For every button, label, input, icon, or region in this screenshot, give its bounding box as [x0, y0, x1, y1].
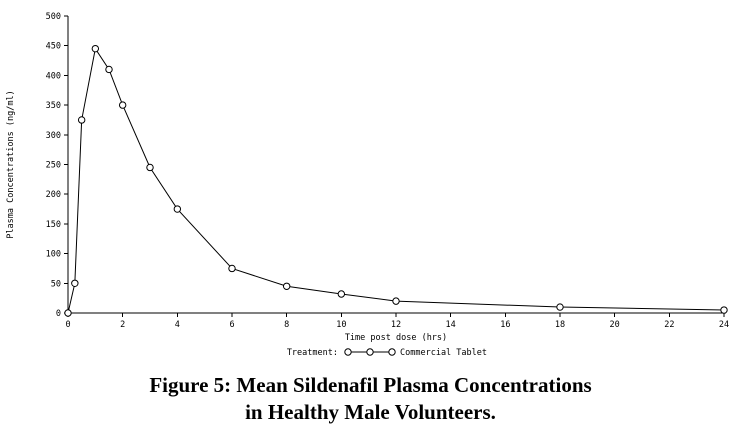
y-tick-label: 400	[46, 71, 61, 81]
x-tick-label: 20	[610, 320, 620, 330]
y-tick-label: 450	[46, 42, 61, 52]
x-tick-label: 22	[664, 320, 674, 330]
figure-caption: Figure 5: Mean Sildenafil Plasma Concent…	[0, 372, 741, 426]
y-tick-label: 350	[46, 101, 61, 111]
y-tick-label: 0	[56, 309, 61, 319]
y-tick-label: 500	[46, 12, 61, 22]
data-point-marker	[77, 116, 86, 124]
plasma-concentration-chart: 0 50 100 150 200 250 300 350 400 450 500 0 2 4 6 8 10 12 1…	[6, 12, 729, 358]
data-point-marker	[91, 44, 100, 53]
axes	[64, 15, 726, 317]
y-tick-label: 100	[46, 250, 61, 260]
series-line	[67, 47, 725, 314]
data-point-marker	[71, 279, 79, 287]
y-tick-label: 200	[46, 190, 61, 200]
x-tick-label: 18	[555, 320, 565, 330]
x-tick-label: 10	[336, 320, 346, 330]
x-tick-label: 2	[120, 320, 125, 330]
x-tick-label: 12	[391, 320, 401, 330]
x-tick-label: 6	[229, 320, 234, 330]
data-point-marker	[173, 205, 182, 213]
figure-caption-line-1: Figure 5: Mean Sildenafil Plasma Concent…	[149, 373, 592, 397]
x-tick-label: 8	[284, 320, 289, 330]
data-point-marker	[720, 306, 728, 314]
data-point-marker	[228, 264, 236, 273]
legend-key-marker	[366, 348, 374, 356]
legend-key-marker	[344, 348, 352, 356]
y-tick-label: 150	[46, 220, 61, 230]
figure-caption-line-2: in Healthy Male Volunteers.	[245, 400, 496, 424]
data-point-marker	[556, 303, 564, 311]
x-tick-label: 0	[65, 320, 70, 330]
legend-title: Treatment:	[287, 348, 338, 358]
y-axis-title: Plasma Concentrations (ng/ml)	[6, 90, 16, 238]
x-tick-label: 14	[446, 320, 456, 330]
x-tick-label: 24	[719, 320, 729, 330]
data-point-marker	[282, 282, 291, 290]
data-point-marker	[105, 65, 113, 74]
data-point-marker	[118, 101, 127, 109]
series-markers	[64, 44, 728, 317]
data-point-marker	[392, 297, 400, 305]
y-tick-label: 250	[46, 161, 61, 171]
x-tick-label: 4	[175, 320, 180, 330]
y-tick-label: 300	[46, 131, 61, 141]
data-point-marker	[64, 309, 72, 317]
y-tick-label: 50	[51, 279, 61, 289]
x-tick-label: 16	[500, 320, 510, 330]
data-point-marker	[146, 163, 154, 172]
legend: Treatment: Commercial Tablet	[287, 348, 487, 358]
data-point-marker	[337, 290, 346, 298]
x-axis-title: Time post dose (hrs)	[345, 333, 447, 343]
legend-series-label: Commercial Tablet	[400, 348, 487, 358]
legend-key-marker	[388, 348, 396, 356]
